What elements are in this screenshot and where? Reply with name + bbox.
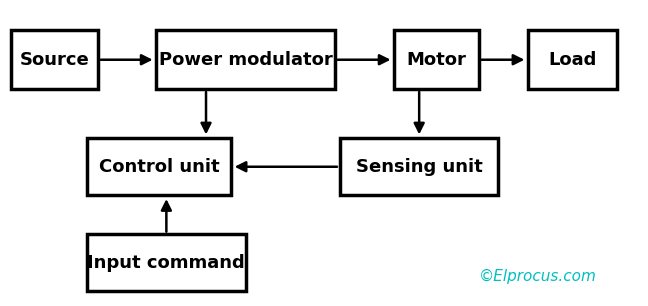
Text: Input command: Input command: [87, 254, 245, 272]
FancyBboxPatch shape: [87, 138, 231, 195]
Text: Load: Load: [549, 51, 597, 69]
Text: Power modulator: Power modulator: [159, 51, 332, 69]
FancyBboxPatch shape: [340, 138, 498, 195]
Text: ©Elprocus.com: ©Elprocus.com: [479, 269, 597, 284]
Text: Control unit: Control unit: [98, 158, 219, 176]
FancyBboxPatch shape: [87, 234, 246, 291]
FancyBboxPatch shape: [11, 30, 98, 89]
Text: Source: Source: [19, 51, 89, 69]
FancyBboxPatch shape: [156, 30, 335, 89]
FancyBboxPatch shape: [528, 30, 618, 89]
Text: Motor: Motor: [406, 51, 467, 69]
FancyBboxPatch shape: [395, 30, 479, 89]
Text: Sensing unit: Sensing unit: [356, 158, 483, 176]
